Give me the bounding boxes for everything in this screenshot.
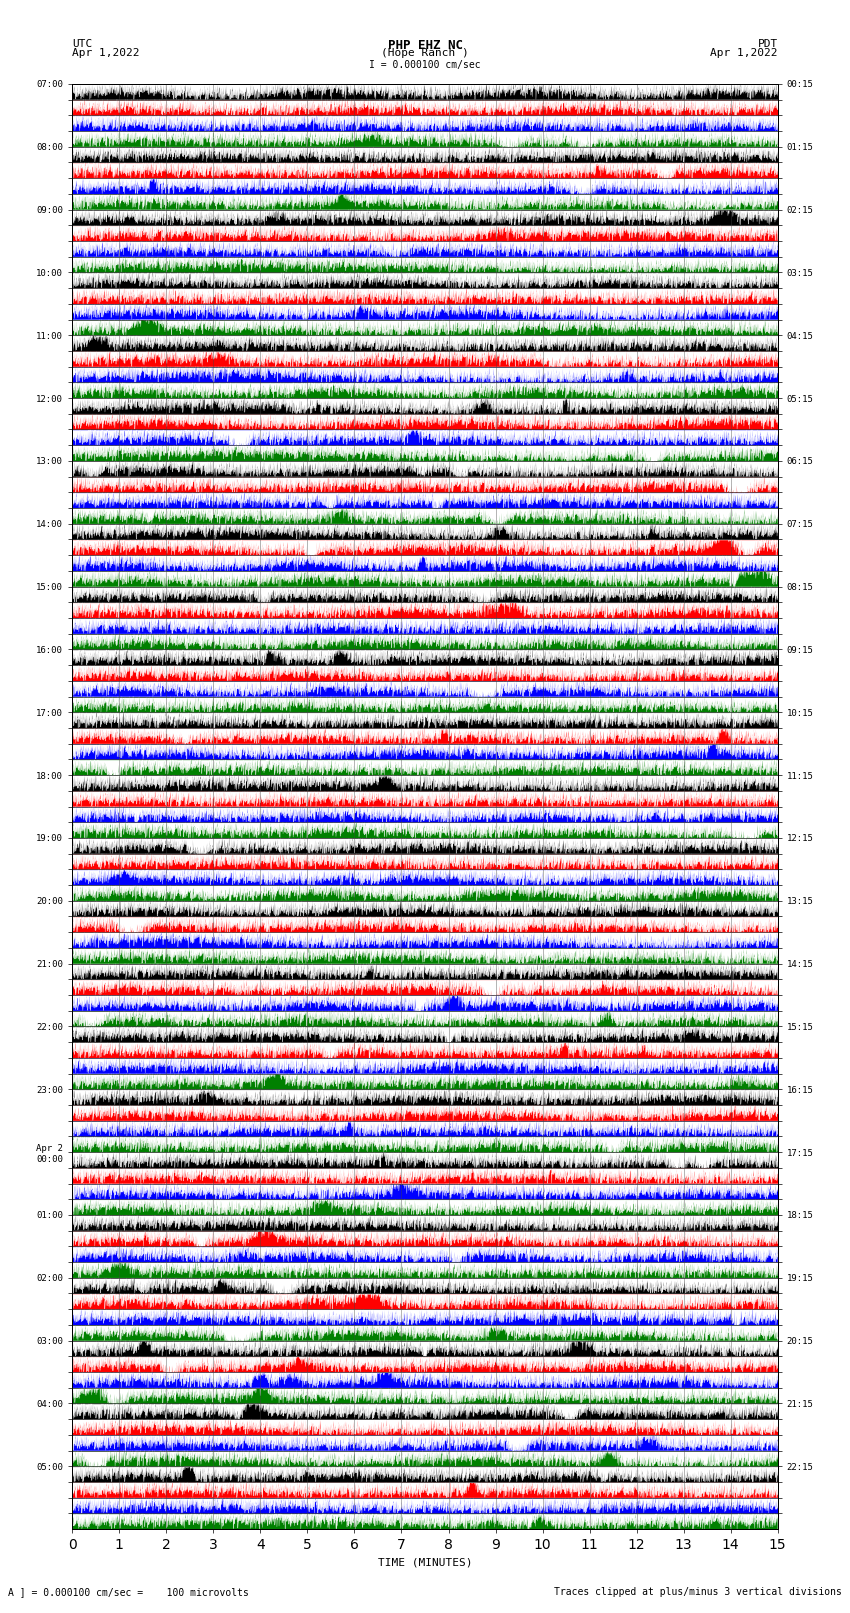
- Text: PDT: PDT: [757, 39, 778, 48]
- Text: Apr 1,2022: Apr 1,2022: [711, 48, 778, 58]
- Text: Traces clipped at plus/minus 3 vertical divisions: Traces clipped at plus/minus 3 vertical …: [553, 1587, 842, 1597]
- Text: I = 0.000100 cm/sec: I = 0.000100 cm/sec: [369, 60, 481, 69]
- Text: PHP EHZ NC: PHP EHZ NC: [388, 39, 462, 52]
- Text: Apr 1,2022: Apr 1,2022: [72, 48, 139, 58]
- X-axis label: TIME (MINUTES): TIME (MINUTES): [377, 1558, 473, 1568]
- Text: A ] = 0.000100 cm/sec =    100 microvolts: A ] = 0.000100 cm/sec = 100 microvolts: [8, 1587, 249, 1597]
- Text: (Hope Ranch ): (Hope Ranch ): [381, 48, 469, 58]
- Text: UTC: UTC: [72, 39, 93, 48]
